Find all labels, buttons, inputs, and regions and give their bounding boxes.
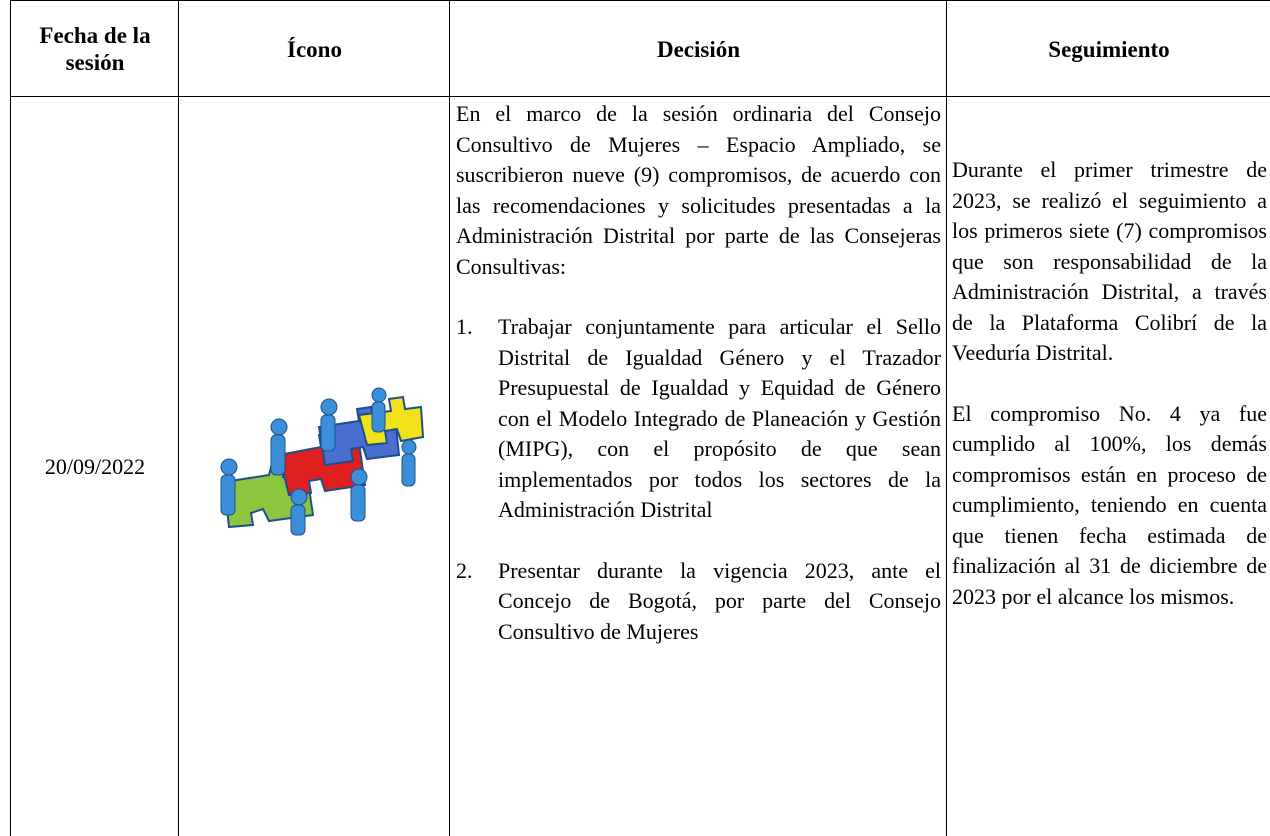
seguimiento-paragraph: Durante el primer trimestre de 2023, se … — [952, 157, 1267, 365]
decision-list: 1. Trabajar conjuntamente para articular … — [456, 312, 941, 647]
header-cell: Seguimiento — [946, 0, 1270, 97]
table: Fecha de la sesión Ícono Decisión Seguim… — [10, 0, 1270, 836]
seguimiento-cell: Durante el primer trimestre de 2023, se … — [946, 96, 1270, 836]
list-item: 1. Trabajar conjuntamente para articular … — [456, 312, 941, 526]
item-number: 2. — [456, 557, 473, 583]
decision-cell: En el marco de la sesión ordinaria del C… — [449, 96, 947, 836]
item-number: 1. — [456, 314, 473, 339]
list-item: 2. Presentar durante la vigencia 2023, an… — [456, 556, 941, 648]
header-text: Ícono — [287, 36, 342, 62]
date-cell: 20/09/2022 — [10, 96, 179, 836]
header-cell: Decisión — [449, 0, 947, 97]
header-cell: Ícono — [178, 0, 450, 97]
seguimiento-paragraph: El compromiso No. 4 ya fue cumplido al 1… — [952, 400, 1267, 609]
header-text: Decisión — [656, 36, 741, 62]
icon-cell — [178, 96, 450, 836]
item-text: Trabajar conjuntamente para articular el… — [498, 314, 941, 522]
decision-intro: En el marco de la sesión ordinaria del C… — [456, 101, 941, 279]
header-cell: Fecha de la sesión — [10, 0, 179, 97]
icon-puzzle-people — [220, 387, 425, 536]
item-text: Presentar durante la vigencia 2023, ante… — [498, 557, 941, 644]
header-text: Fecha de la sesión — [39, 23, 151, 75]
header-text: Seguimiento — [1048, 36, 1170, 62]
date-text: 20/09/2022 — [44, 454, 146, 479]
